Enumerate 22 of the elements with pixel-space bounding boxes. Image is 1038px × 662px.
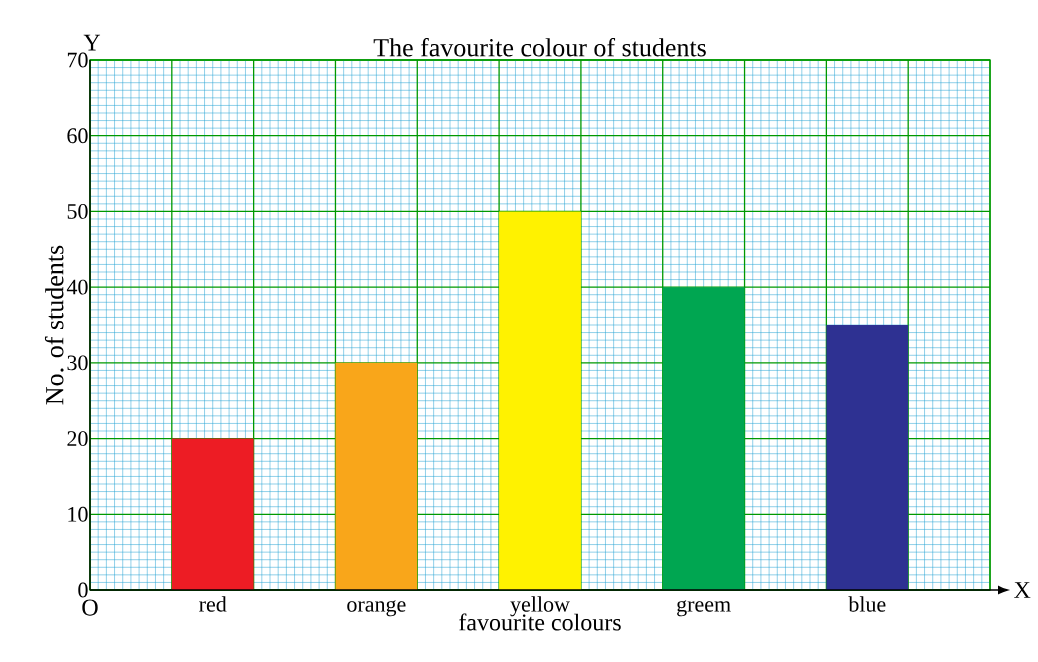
y-tick-label: 60 xyxy=(67,128,88,144)
x-tick-label: greem xyxy=(677,600,731,617)
text: O xyxy=(82,599,98,616)
x-tick-label: orange xyxy=(347,600,406,617)
y-tick-label: 70 xyxy=(67,52,88,68)
bar xyxy=(335,362,418,590)
chart-title: The favourite colour of students xyxy=(373,37,706,57)
y-tick-label: 30 xyxy=(67,355,88,371)
text: Y xyxy=(83,34,101,51)
y-tick-label: 10 xyxy=(68,506,88,522)
text: X xyxy=(1014,582,1031,598)
y-tick-label: 0 xyxy=(78,582,88,598)
y-tick-label: 50 xyxy=(67,204,88,219)
x-tick-label: blue xyxy=(848,596,886,612)
y-axis-title: No. of students xyxy=(44,245,64,405)
x-tick-label: red xyxy=(199,596,227,612)
bar xyxy=(499,211,581,590)
bar xyxy=(171,438,254,590)
y-tick-label: 40 xyxy=(66,279,88,295)
bar xyxy=(662,287,745,590)
bar xyxy=(826,325,909,590)
y-tick-label: 20 xyxy=(67,431,88,446)
